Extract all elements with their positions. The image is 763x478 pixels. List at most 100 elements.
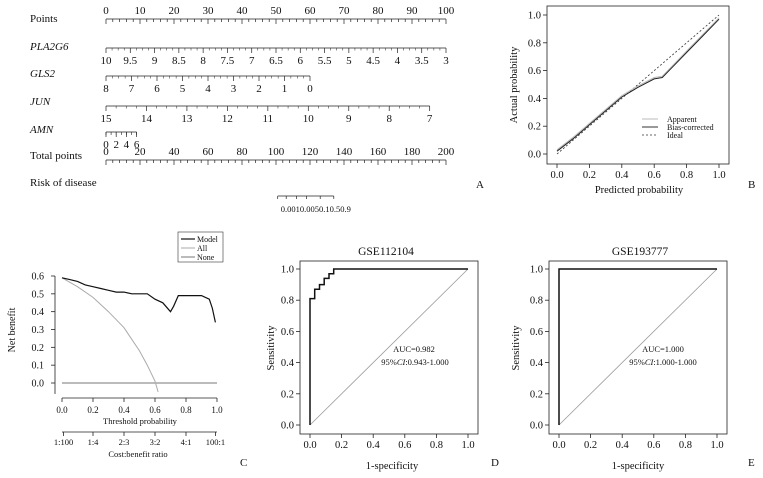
legend-model: Model [197,235,219,244]
x-tick-label: 0.2 [583,170,596,181]
y-tick-label: 0.2 [281,389,294,400]
y-tick-label: 0.2 [528,122,541,133]
calibration-y-label: Actual probability [509,46,520,123]
nomogram-tick-label: 8.5 [172,55,186,67]
nomogram-tick-label: 40 [237,5,249,17]
x-tick-label: 0.2 [87,405,98,415]
nomogram-tick-label: 0 [103,146,109,158]
y-tick-label: 0.4 [281,358,295,369]
x-tick-label: 1.0 [461,440,474,451]
series-reference [558,268,718,426]
y-tick-label: 0.4 [32,307,45,318]
nomogram-tick-label: 140 [336,146,353,158]
nomogram-tick-label: 14 [141,113,153,125]
nomogram-tick-label: 10 [101,55,113,67]
decision-curve-panel: Net benefit Threshold probability Cost:b… [7,231,225,459]
series-roc [558,268,717,425]
nomogram-tick-label: 10 [303,113,315,125]
legend-ideal: Ideal [667,131,684,140]
roc-d-title: GSE112104 [358,246,414,258]
nomogram-tick-label: 9 [152,55,158,67]
x-tick-label: 0.6 [149,405,161,415]
nomogram-tick-label: 4 [124,139,130,151]
series-roc [309,268,468,425]
nomogram-tick-label: 5 [180,83,186,95]
roc-d-ci-italic: CI [397,357,407,367]
nomogram-tick-label: 120 [302,146,319,158]
x-tick-label: 0.4 [615,170,629,181]
roc-panel-gse112104: GSE112104 1-specificity Sensitivity AUC=… [266,246,479,472]
nomogram-tick-label: 50 [271,5,283,17]
y-tick-label: 0.6 [32,272,45,283]
panel-label-d: D [491,457,499,469]
roc-d-ci-prefix: 95% [381,357,397,367]
calibration-plot-frame [546,5,730,165]
nomogram-tick-label: 2 [113,139,119,151]
y-tick-label: 0.0 [528,150,541,161]
nomogram-row-label: Risk of disease [30,177,97,189]
roc-e-title: GSE193777 [612,246,668,258]
x-tick-label: 0.6 [648,170,661,181]
legend-none: None [197,253,215,262]
dca-legend: Model All None [177,231,224,263]
panel-label-c: C [240,457,247,469]
roc-e-ci-prefix: 95% [629,357,645,367]
x-tick-label: 0.0 [552,440,565,451]
roc-e-auc: AUC=1.000 [642,344,684,354]
x-tick-label: 0.0 [303,440,316,451]
nomogram-tick-label: 7 [249,55,255,67]
y-tick-label: 0.4 [528,94,542,105]
panel-label-b: B [748,179,755,191]
y-tick-label: 1.0 [281,265,294,276]
nomogram-tick-label: 5.5 [318,55,332,67]
cost-benefit-tick-label: 100:1 [206,437,225,447]
nomogram-tick-label: 0 [103,139,109,151]
nomogram-tick-label: 10 [135,5,147,17]
nomogram-tick-label: 8 [103,83,109,95]
dca-x-label: Threshold probability [103,416,178,426]
series-ideal [556,14,720,155]
roc-e-ci-value: :1.000-1.000 [653,357,696,367]
nomogram-tick-label: 8 [386,113,392,125]
cost-benefit-tick-label: 3:2 [150,437,161,447]
panel-label-e: E [748,457,755,469]
y-tick-label: 0.8 [530,296,543,307]
x-tick-label: 0.0 [56,405,68,415]
nomogram-tick-label: 6.5 [269,55,283,67]
y-tick-label: 0.2 [530,389,543,400]
nomogram-tick-label: 0 [103,5,109,17]
nomogram-tick-label: 15 [101,113,113,125]
x-tick-label: 1.0 [710,440,723,451]
nomogram-tick-label: 60 [305,5,317,17]
nomogram-tick-label: 100 [268,146,285,158]
roc-d-ci: 95%CI:0.943-1.000 [381,357,449,367]
nomogram-tick-label: 2 [256,83,262,95]
x-tick-label: 0.4 [367,440,381,451]
nomogram-tick-label: 100 [438,5,455,17]
nomogram-tick-label: 3.5 [415,55,429,67]
roc-e-ci-italic: CI [645,357,655,367]
y-tick-label: 0.0 [32,379,45,390]
nomogram-tick-label: 80 [237,146,249,158]
x-tick-label: 0.8 [430,440,443,451]
nomogram-row-label: Total points [30,150,82,162]
x-tick-label: 0.4 [616,440,630,451]
series-reference [309,268,469,426]
nomogram-tick-label: 7 [129,83,135,95]
x-tick-label: 0.0 [550,170,563,181]
nomogram-tick-label: 4 [205,83,211,95]
nomogram-tick-label: 3 [443,55,449,67]
nomogram-tick-label: 7.5 [221,55,235,67]
y-tick-label: 0.6 [530,327,543,338]
nomogram-tick-label: 60 [203,146,215,158]
nomogram-tick-label: 20 [169,5,181,17]
panel-label-a: A [476,179,484,191]
roc-e-y-label: Sensitivity [511,325,522,371]
y-tick-label: 0.8 [528,38,541,49]
nomogram-tick-label: 90 [407,5,419,17]
cost-benefit-tick-label: 1:100 [54,437,73,447]
series-apparent [556,17,720,151]
nomogram-tick-label: 9 [346,113,352,125]
nomogram-tick-label: 80 [373,5,385,17]
